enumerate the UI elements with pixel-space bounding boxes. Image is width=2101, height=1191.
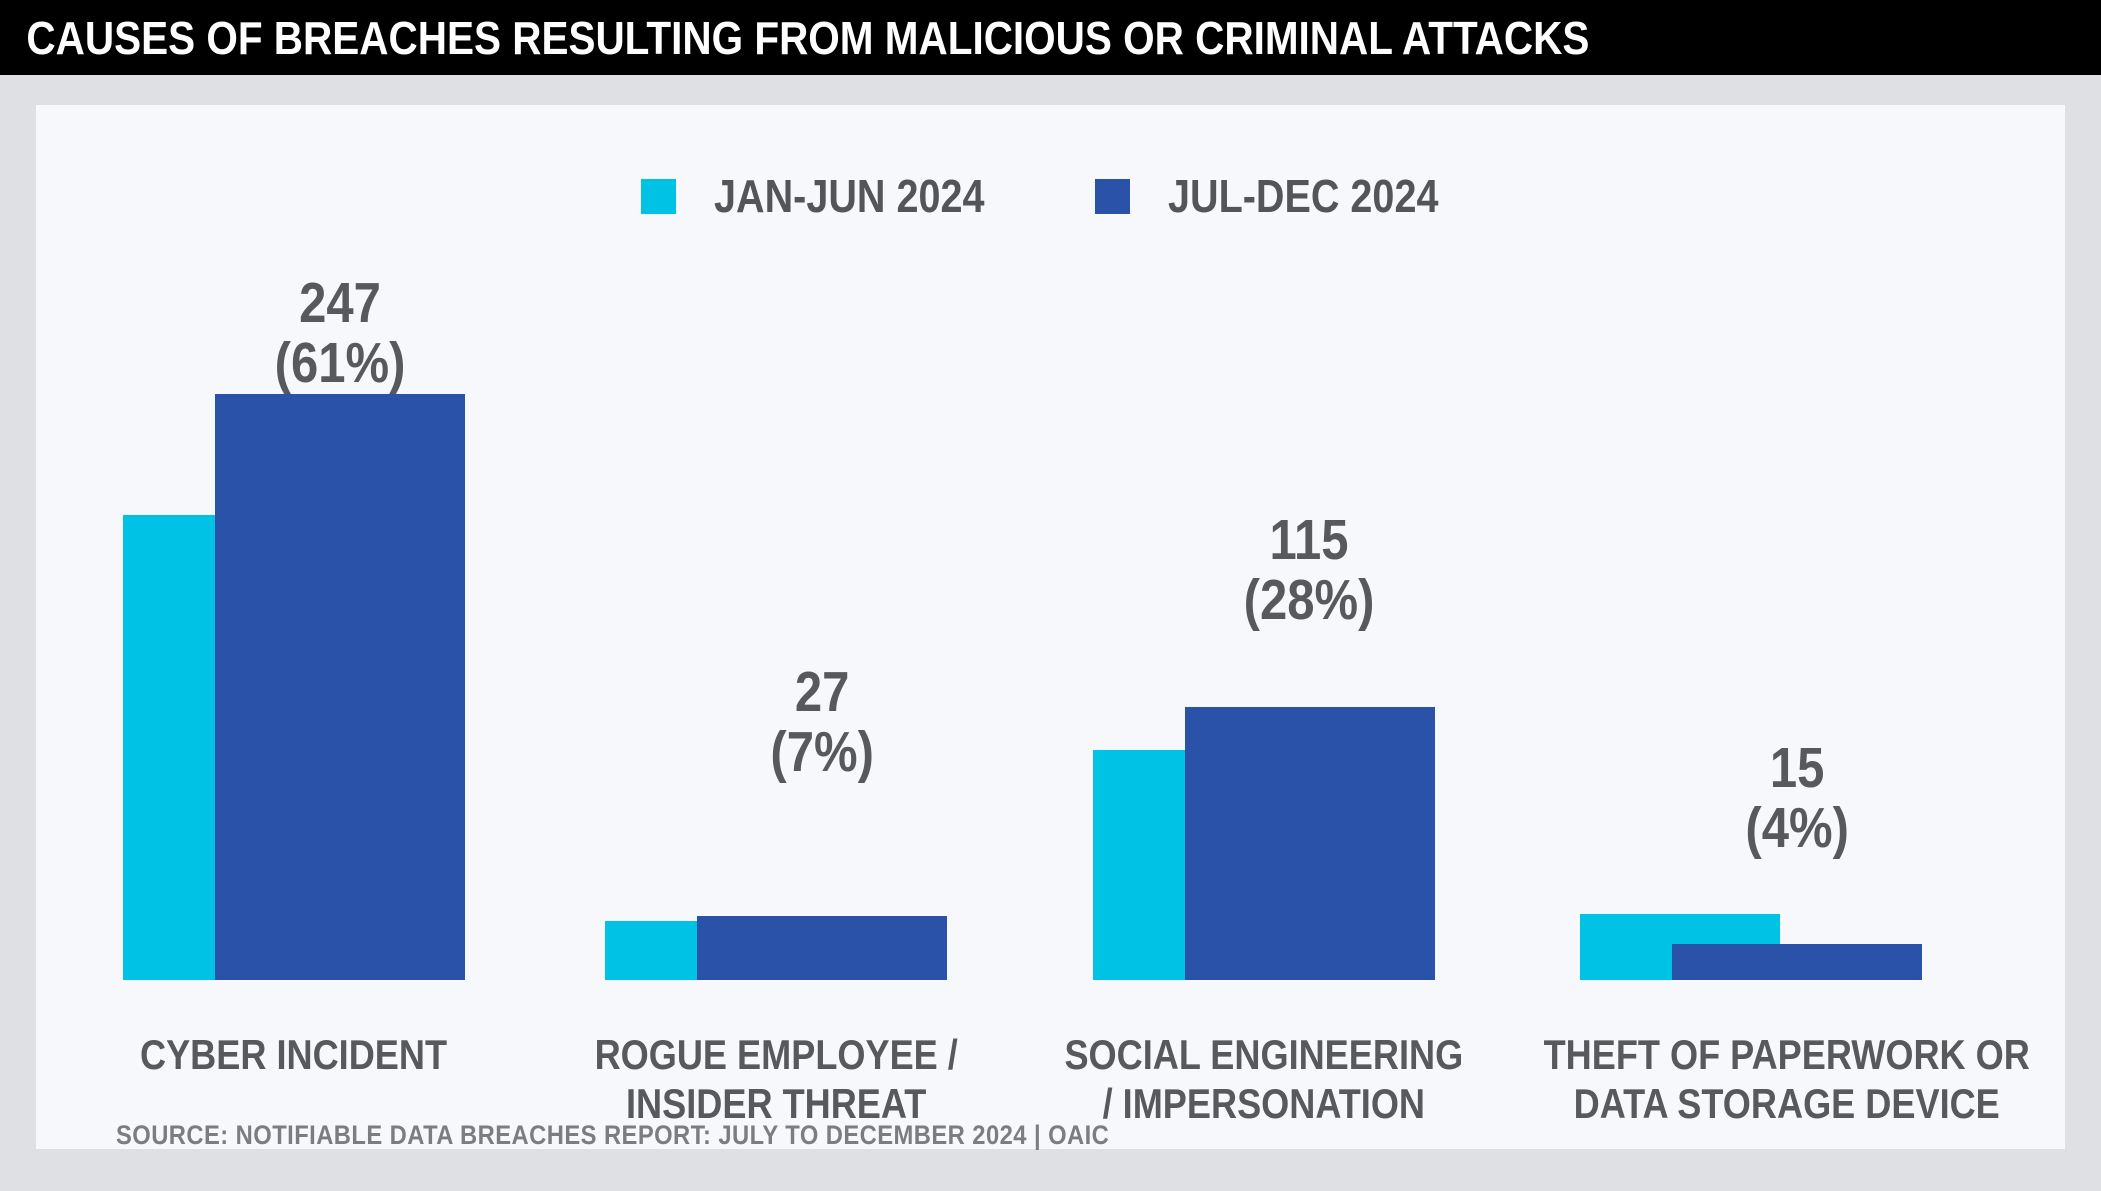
bar-jul-dec-1 (697, 916, 947, 980)
value-label-text: 27 (7%) (770, 660, 874, 784)
chart-legend: JAN-JUN 2024 JUL-DEC 2024 (36, 169, 2065, 223)
category-label-text: ROGUE EMPLOYEE / INSIDER THREAT (594, 1031, 958, 1127)
legend-item-1: JUL-DEC 2024 (1094, 169, 1460, 223)
category-label-text: SOCIAL ENGINEERING / IMPERSONATION (1064, 1031, 1464, 1127)
legend-label-wrap: JAN-JUN 2024 (692, 169, 1006, 223)
value-label-3: 15 (4%) (1637, 738, 1957, 858)
source-text: SOURCE: NOTIFIABLE DATA BREACHES REPORT:… (116, 1120, 1110, 1150)
category-label-text: THEFT OF PAPERWORK OR DATA STORAGE DEVIC… (1543, 1031, 2030, 1127)
legend-swatch-icon (1094, 178, 1130, 214)
legend-item-0: JAN-JUN 2024 (641, 169, 1006, 223)
value-label-0: 247 (61%) (180, 273, 500, 393)
value-label-2: 115 (28%) (1149, 510, 1469, 630)
bar-jul-dec-3 (1672, 944, 1922, 980)
bar-jul-dec-0 (215, 394, 465, 980)
legend-label-wrap: JUL-DEC 2024 (1146, 169, 1460, 223)
value-label-text: 247 (61%) (274, 271, 406, 395)
value-label-1: 27 (7%) (662, 662, 982, 782)
category-label-0: CYBER INCIDENT (34, 1030, 554, 1079)
bar-jul-dec-2 (1185, 707, 1435, 980)
page-title: CAUSES OF BREACHES RESULTING FROM MALICI… (26, 11, 1590, 64)
category-label-text: CYBER INCIDENT (140, 1031, 448, 1078)
title-bar: CAUSES OF BREACHES RESULTING FROM MALICI… (0, 0, 2101, 75)
chart-panel: JAN-JUN 2024 JUL-DEC 2024 247 (61%) CYBER … (34, 105, 2065, 1151)
category-label-2: SOCIAL ENGINEERING / IMPERSONATION (1004, 1030, 1524, 1128)
category-label-1: ROGUE EMPLOYEE / INSIDER THREAT (516, 1030, 1036, 1128)
value-label-text: 115 (28%) (1243, 508, 1375, 632)
legend-label: JUL-DEC 2024 (1167, 170, 1438, 222)
value-label-text: 15 (4%) (1745, 736, 1849, 860)
category-label-3: THEFT OF PAPERWORK OR DATA STORAGE DEVIC… (1504, 1030, 2030, 1128)
legend-swatch-icon (641, 178, 677, 214)
legend-label: JAN-JUN 2024 (714, 170, 985, 222)
source-attribution: SOURCE: NOTIFIABLE DATA BREACHES REPORT:… (116, 1120, 1245, 1151)
